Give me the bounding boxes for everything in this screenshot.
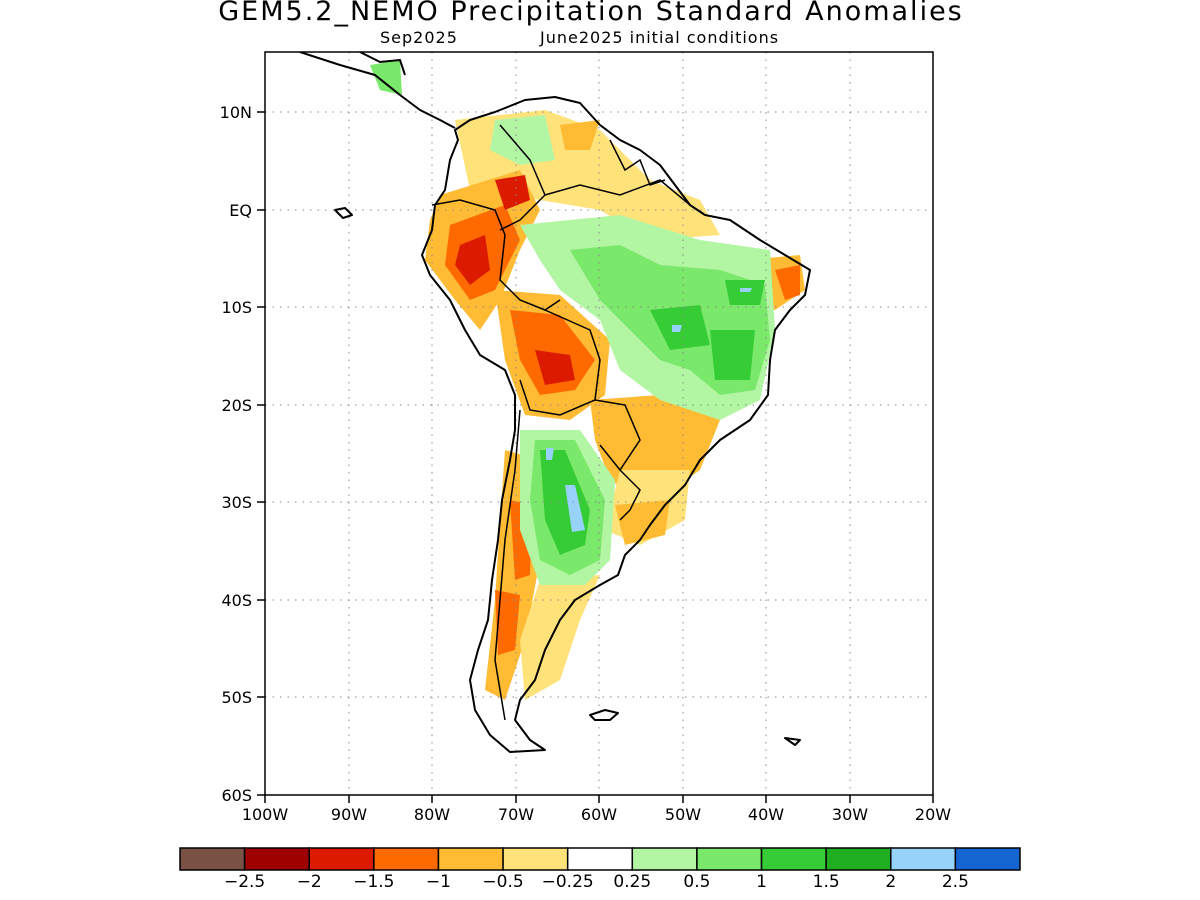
init-conditions-label: June2025 initial conditions: [540, 28, 780, 47]
colorbar-label: −0.25: [542, 872, 594, 892]
anomaly-dry-mod-uruguay: [615, 500, 670, 545]
colorbar-label: −1: [426, 872, 451, 892]
colorbar-swatch: [631, 847, 698, 871]
anomaly-dry-light-patagonia: [520, 575, 600, 700]
border-ecuador-peru: [431, 199, 506, 236]
colorbar-label: −0.5: [482, 872, 523, 892]
south-america-coastline: [421, 96, 811, 753]
south-georgia: [784, 737, 801, 746]
lat-label-20s: 20S: [221, 396, 252, 415]
colorbar-swatch: [308, 847, 375, 871]
valid-month-label: Sep2025: [380, 28, 458, 47]
colorbar-swatch: [696, 847, 763, 871]
lat-label-30s: 30S: [221, 493, 252, 512]
colorbar-label: 1: [756, 872, 767, 892]
border-brazil-north: [544, 179, 691, 206]
colorbar-swatch: [502, 847, 569, 871]
lat-label-60s: 60S: [221, 786, 252, 805]
map-title: GEM5.2_NEMO Precipitation Standard Anoma…: [218, 0, 964, 27]
colorbar-swatch: [566, 847, 634, 871]
colorbar-label: 0.25: [613, 872, 651, 892]
axis-ticks: [257, 111, 934, 803]
anomaly-wet-max-dot-1: [672, 325, 682, 332]
lon-label-70w: 70W: [498, 805, 534, 824]
border-argentina-chile: [494, 409, 521, 721]
colorbar-swatch: [243, 847, 310, 871]
anomaly-wet-light-central-america: [370, 60, 402, 95]
lon-label-90w: 90W: [331, 805, 367, 824]
lon-label-50w: 50W: [665, 805, 701, 824]
colorbar-swatch: [890, 847, 957, 871]
map-plot-area: [265, 52, 933, 795]
lat-label-50s: 50S: [221, 688, 252, 707]
central-america-coastline: [299, 52, 456, 129]
anomaly-dry-mod-guiana: [560, 120, 600, 150]
country-borders: [431, 124, 691, 721]
anomaly-wet-strong-brazil-2: [710, 330, 755, 380]
colorbar-legend: −2.5 −2 −1.5 −1 −0.5 −0.25 0.25 0.5 1 1.5 2 2.5: [179, 847, 1021, 892]
anomaly-wet-max-argentina: [565, 485, 585, 532]
colorbar-label: −2: [297, 872, 322, 892]
border-guianas: [609, 139, 666, 186]
lat-label-eq: EQ: [229, 201, 252, 220]
lon-label-80w: 80W: [414, 805, 450, 824]
lat-label-10s: 10S: [221, 298, 252, 317]
lon-label-60w: 60W: [581, 805, 617, 824]
anomaly-shading: [370, 60, 805, 700]
anomaly-dry-core-north: [495, 175, 530, 210]
border-argentina-brazil-uruguay: [619, 469, 641, 521]
colorbar-swatch: [760, 847, 827, 871]
anomaly-dry-strong-patagonia: [495, 590, 520, 655]
lon-label-40w: 40W: [748, 805, 784, 824]
anomaly-wet-max-dot-3: [546, 448, 554, 460]
latitude-labels: 10N EQ 10S 20S 30S 40S 50S 60S: [220, 103, 252, 805]
colorbar-swatch: [825, 847, 892, 871]
anomaly-dry-core-west: [455, 235, 490, 285]
colorbar-swatch: [373, 847, 440, 871]
border-paraguay: [594, 399, 641, 472]
colorbar-label: −1.5: [353, 872, 394, 892]
colorbar-swatch: [179, 847, 246, 871]
anomaly-wet-light-colombia: [490, 115, 555, 165]
lon-label-100w: 100W: [242, 805, 289, 824]
lon-label-20w: 20W: [915, 805, 951, 824]
lat-label-40s: 40S: [221, 591, 252, 610]
longitude-labels: 100W 90W 80W 70W 60W 50W 40W 30W 20W: [242, 805, 951, 824]
anomaly-wet-strong-brazil-3: [725, 280, 765, 305]
coastlines: [299, 52, 811, 753]
anomaly-dry-core-bolivia: [535, 350, 575, 385]
falkland-islands: [589, 709, 619, 721]
colorbar-label: 2.5: [942, 872, 969, 892]
lat-label-10n: 10N: [220, 103, 252, 122]
colorbar-swatch: [437, 847, 504, 871]
colorbar-swatch: [954, 847, 1021, 871]
colorbar-label: −2.5: [224, 872, 265, 892]
colorbar-label: 1.5: [813, 872, 840, 892]
colorbar-label: 0.5: [683, 872, 710, 892]
colorbar-label: 2: [885, 872, 896, 892]
central-america-north-coast: [359, 52, 406, 76]
anomaly-dry-strong-northeast: [775, 265, 800, 300]
border-peru-brazil: [499, 234, 561, 311]
galapagos-islands: [334, 207, 353, 219]
lon-label-30w: 30W: [832, 805, 868, 824]
anomaly-wet-max-dot-2: [740, 288, 752, 292]
